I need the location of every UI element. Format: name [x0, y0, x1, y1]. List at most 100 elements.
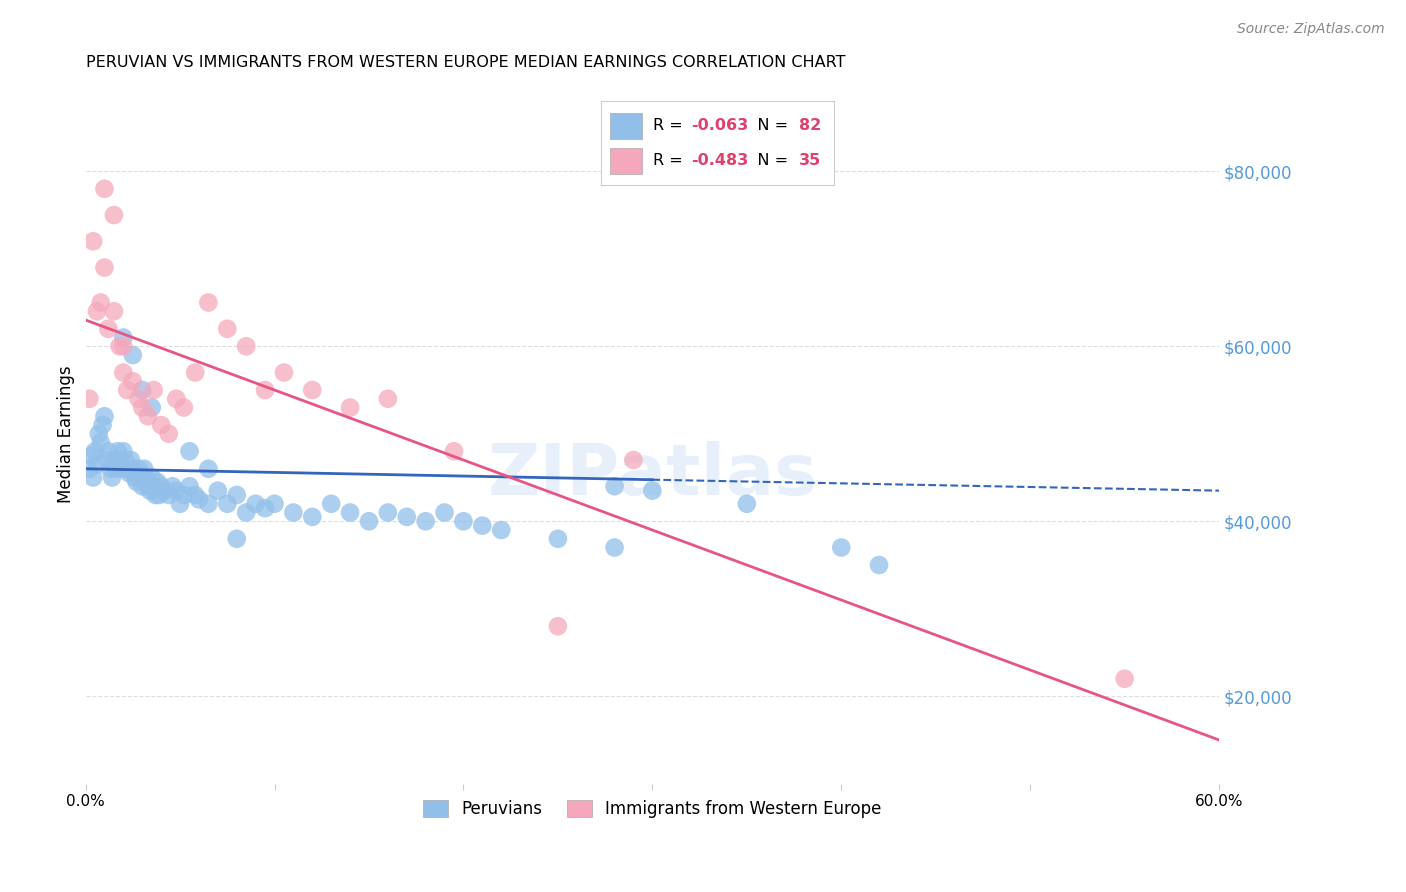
Text: 35: 35: [799, 153, 821, 169]
Point: [868, 558, 890, 572]
Point: [79, 462, 101, 476]
Point: [187, 492, 209, 507]
Point: [112, 444, 135, 458]
Point: [131, 383, 153, 397]
Point: [120, 453, 142, 467]
Text: -0.063: -0.063: [690, 119, 748, 133]
Point: [142, 479, 165, 493]
Point: [93, 182, 115, 196]
Y-axis label: Median Earnings: Median Earnings: [58, 365, 75, 502]
Point: [79, 392, 101, 406]
Legend: Peruvians, Immigrants from Western Europe: Peruvians, Immigrants from Western Europ…: [416, 793, 889, 824]
Point: [97, 444, 120, 458]
Point: [110, 462, 132, 476]
Point: [1114, 672, 1136, 686]
Point: [547, 619, 569, 633]
Point: [91, 417, 114, 432]
FancyBboxPatch shape: [610, 147, 643, 174]
Text: R =: R =: [654, 119, 689, 133]
Point: [357, 514, 380, 528]
Text: PERUVIAN VS IMMIGRANTS FROM WESTERN EUROPE MEDIAN EARNINGS CORRELATION CHART: PERUVIAN VS IMMIGRANTS FROM WESTERN EURO…: [86, 55, 845, 70]
Point: [134, 462, 156, 476]
Point: [547, 532, 569, 546]
Point: [104, 462, 127, 476]
Text: R =: R =: [654, 153, 689, 169]
Point: [115, 462, 138, 476]
Point: [283, 506, 305, 520]
Point: [321, 497, 343, 511]
Point: [148, 488, 170, 502]
Point: [735, 497, 758, 511]
Point: [641, 483, 664, 498]
Point: [112, 339, 135, 353]
Point: [623, 453, 645, 467]
Point: [173, 401, 195, 415]
Point: [150, 417, 173, 432]
Point: [179, 444, 201, 458]
Point: [179, 479, 201, 493]
Point: [135, 470, 157, 484]
Point: [128, 392, 150, 406]
Point: [103, 304, 125, 318]
Point: [377, 506, 399, 520]
Point: [603, 479, 626, 493]
Point: [114, 453, 136, 467]
Point: [118, 466, 141, 480]
Point: [235, 339, 257, 353]
Point: [141, 470, 163, 484]
Point: [139, 483, 162, 498]
Point: [245, 497, 267, 511]
Point: [87, 426, 110, 441]
Point: [103, 208, 125, 222]
Point: [225, 488, 247, 502]
Point: [125, 475, 148, 489]
Point: [489, 523, 512, 537]
Point: [141, 401, 163, 415]
Text: ZIPatlas: ZIPatlas: [488, 442, 817, 510]
Point: [433, 506, 456, 520]
Point: [142, 383, 165, 397]
Point: [153, 483, 176, 498]
Point: [254, 501, 277, 516]
FancyBboxPatch shape: [602, 102, 834, 186]
Point: [131, 401, 153, 415]
Text: -0.483: -0.483: [690, 153, 748, 169]
Text: Source: ZipAtlas.com: Source: ZipAtlas.com: [1237, 22, 1385, 37]
Point: [377, 392, 399, 406]
Point: [98, 462, 121, 476]
Point: [471, 518, 494, 533]
Point: [263, 497, 285, 511]
Point: [124, 470, 146, 484]
Point: [301, 509, 323, 524]
Point: [165, 483, 187, 498]
Point: [603, 541, 626, 555]
Point: [197, 295, 219, 310]
Text: 82: 82: [799, 119, 821, 133]
Point: [235, 506, 257, 520]
Point: [165, 392, 187, 406]
Point: [86, 304, 108, 318]
Point: [101, 470, 124, 484]
Point: [90, 435, 112, 450]
Point: [82, 470, 104, 484]
Point: [145, 488, 167, 502]
Point: [136, 409, 159, 424]
Point: [107, 444, 129, 458]
Point: [197, 497, 219, 511]
Point: [82, 235, 104, 249]
Point: [207, 483, 229, 498]
Point: [157, 488, 180, 502]
Point: [112, 330, 135, 344]
Point: [121, 462, 143, 476]
Point: [217, 322, 239, 336]
Point: [254, 383, 277, 397]
Point: [93, 260, 115, 275]
Point: [184, 366, 207, 380]
Point: [136, 479, 159, 493]
Point: [169, 497, 191, 511]
Point: [131, 479, 153, 493]
Point: [108, 453, 131, 467]
Point: [112, 366, 135, 380]
Point: [339, 401, 361, 415]
Point: [162, 479, 184, 493]
